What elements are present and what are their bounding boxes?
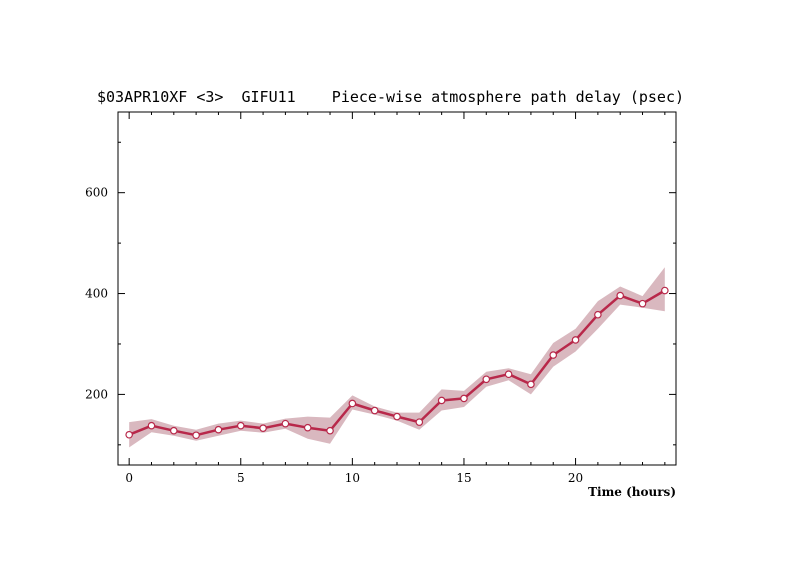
data-point: [370, 406, 379, 415]
data-point: [415, 418, 424, 426]
data-point: [192, 431, 200, 440]
y-tick-label: 200: [85, 387, 108, 401]
axis-ticks: [118, 112, 676, 465]
data-point: [527, 380, 535, 389]
tick-labels: 0 5 10 15 20 200 400 600: [85, 186, 583, 485]
x-tick-label: 10: [345, 471, 360, 485]
data-point: [638, 299, 647, 308]
data-point: [571, 336, 580, 344]
y-tick-label: 600: [85, 186, 108, 200]
data-point: [616, 291, 625, 300]
data-point: [259, 424, 267, 432]
data-point: [549, 351, 558, 359]
x-tick-label: 5: [237, 471, 245, 485]
chart-title: $03APR10XF <3> GIFU11 Piece-wise atmosph…: [97, 88, 684, 106]
x-axis-label: Time (hours): [588, 485, 676, 499]
data-point: [170, 426, 178, 435]
x-tick-label: 20: [568, 471, 583, 485]
error-band: [129, 267, 665, 448]
data-point: [303, 423, 312, 432]
x-tick-label: 0: [125, 471, 133, 485]
data-point: [214, 425, 223, 434]
data-point: [281, 419, 290, 428]
error-band-layer: [129, 267, 665, 448]
data-point: [326, 426, 334, 435]
data-point: [437, 396, 446, 405]
data-point: [236, 421, 245, 430]
data-point: [147, 421, 156, 430]
plot-frame: [117, 111, 677, 466]
data-point: [348, 399, 357, 408]
data-point: [482, 375, 491, 384]
data-point: [460, 394, 468, 403]
data-point: [125, 430, 133, 439]
data-point: [393, 412, 401, 421]
data-markers: [125, 286, 669, 440]
y-tick-label: 400: [85, 287, 108, 301]
data-point: [504, 370, 513, 379]
data-point: [661, 286, 669, 295]
x-tick-label: 15: [456, 471, 471, 485]
data-point: [594, 310, 602, 319]
